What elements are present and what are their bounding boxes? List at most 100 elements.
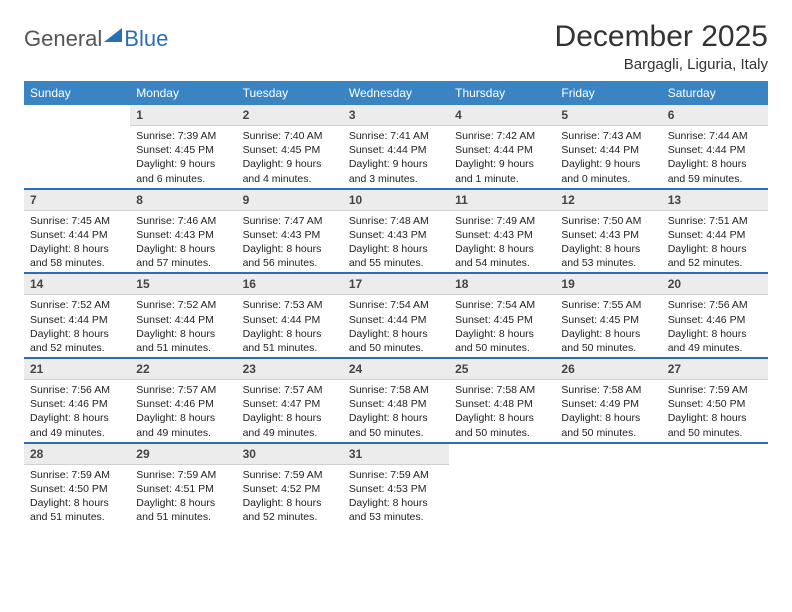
daylight-text: Daylight: 8 hours and 52 minutes. bbox=[243, 496, 337, 524]
day-number: 26 bbox=[555, 359, 661, 380]
daylight-text: Daylight: 8 hours and 51 minutes. bbox=[136, 327, 230, 355]
day-sun-info: Sunrise: 7:55 AMSunset: 4:45 PMDaylight:… bbox=[555, 295, 661, 357]
sunset-text: Sunset: 4:44 PM bbox=[30, 228, 124, 242]
location-label: Bargagli, Liguria, Italy bbox=[555, 56, 768, 73]
daylight-text: Daylight: 9 hours and 1 minute. bbox=[455, 157, 549, 185]
sunrise-text: Sunrise: 7:52 AM bbox=[136, 298, 230, 312]
day-number: 16 bbox=[237, 274, 343, 295]
day-number: 9 bbox=[237, 190, 343, 211]
sunrise-text: Sunrise: 7:48 AM bbox=[349, 214, 443, 228]
day-number: 18 bbox=[449, 274, 555, 295]
day-sun-info: Sunrise: 7:41 AMSunset: 4:44 PMDaylight:… bbox=[343, 126, 449, 188]
calendar-day-cell: 26Sunrise: 7:58 AMSunset: 4:49 PMDayligh… bbox=[555, 358, 661, 442]
sunrise-text: Sunrise: 7:57 AM bbox=[243, 383, 337, 397]
daylight-text: Daylight: 8 hours and 59 minutes. bbox=[668, 157, 762, 185]
sunrise-text: Sunrise: 7:44 AM bbox=[668, 129, 762, 143]
day-sun-info: Sunrise: 7:40 AMSunset: 4:45 PMDaylight:… bbox=[237, 126, 343, 188]
day-number: 19 bbox=[555, 274, 661, 295]
calendar-week-row: 28Sunrise: 7:59 AMSunset: 4:50 PMDayligh… bbox=[24, 443, 768, 527]
sunset-text: Sunset: 4:43 PM bbox=[349, 228, 443, 242]
sunset-text: Sunset: 4:44 PM bbox=[561, 143, 655, 157]
sunrise-text: Sunrise: 7:42 AM bbox=[455, 129, 549, 143]
calendar-day-cell: 19Sunrise: 7:55 AMSunset: 4:45 PMDayligh… bbox=[555, 273, 661, 357]
day-number: 12 bbox=[555, 190, 661, 211]
sunrise-text: Sunrise: 7:59 AM bbox=[243, 468, 337, 482]
day-number: 24 bbox=[343, 359, 449, 380]
daylight-text: Daylight: 8 hours and 51 minutes. bbox=[243, 327, 337, 355]
calendar-day-cell: 1Sunrise: 7:39 AMSunset: 4:45 PMDaylight… bbox=[130, 105, 236, 188]
daylight-text: Daylight: 8 hours and 50 minutes. bbox=[561, 411, 655, 439]
sunrise-text: Sunrise: 7:50 AM bbox=[561, 214, 655, 228]
sunset-text: Sunset: 4:44 PM bbox=[668, 143, 762, 157]
day-number: 17 bbox=[343, 274, 449, 295]
sunset-text: Sunset: 4:44 PM bbox=[243, 313, 337, 327]
sunrise-text: Sunrise: 7:43 AM bbox=[561, 129, 655, 143]
calendar-day-cell: 9Sunrise: 7:47 AMSunset: 4:43 PMDaylight… bbox=[237, 189, 343, 273]
day-number: 2 bbox=[237, 105, 343, 126]
day-sun-info: Sunrise: 7:59 AMSunset: 4:53 PMDaylight:… bbox=[343, 465, 449, 527]
daylight-text: Daylight: 8 hours and 50 minutes. bbox=[455, 327, 549, 355]
calendar-day-cell: 16Sunrise: 7:53 AMSunset: 4:44 PMDayligh… bbox=[237, 273, 343, 357]
daylight-text: Daylight: 8 hours and 52 minutes. bbox=[30, 327, 124, 355]
day-number bbox=[449, 444, 555, 450]
day-number: 28 bbox=[24, 444, 130, 465]
calendar-day-cell: 25Sunrise: 7:58 AMSunset: 4:48 PMDayligh… bbox=[449, 358, 555, 442]
sunrise-text: Sunrise: 7:55 AM bbox=[561, 298, 655, 312]
day-number: 11 bbox=[449, 190, 555, 211]
sunset-text: Sunset: 4:45 PM bbox=[455, 313, 549, 327]
sunset-text: Sunset: 4:49 PM bbox=[561, 397, 655, 411]
daylight-text: Daylight: 9 hours and 6 minutes. bbox=[136, 157, 230, 185]
weekday-header-row: Sunday Monday Tuesday Wednesday Thursday… bbox=[24, 81, 768, 105]
day-sun-info: Sunrise: 7:57 AMSunset: 4:46 PMDaylight:… bbox=[130, 380, 236, 442]
weekday-header: Tuesday bbox=[237, 81, 343, 105]
day-number: 22 bbox=[130, 359, 236, 380]
calendar-day-cell: 4Sunrise: 7:42 AMSunset: 4:44 PMDaylight… bbox=[449, 105, 555, 188]
sunrise-text: Sunrise: 7:59 AM bbox=[349, 468, 443, 482]
calendar-day-cell: 23Sunrise: 7:57 AMSunset: 4:47 PMDayligh… bbox=[237, 358, 343, 442]
day-number: 31 bbox=[343, 444, 449, 465]
sunset-text: Sunset: 4:43 PM bbox=[243, 228, 337, 242]
daylight-text: Daylight: 8 hours and 55 minutes. bbox=[349, 242, 443, 270]
day-number: 21 bbox=[24, 359, 130, 380]
day-sun-info: Sunrise: 7:50 AMSunset: 4:43 PMDaylight:… bbox=[555, 211, 661, 273]
calendar-day-cell: 11Sunrise: 7:49 AMSunset: 4:43 PMDayligh… bbox=[449, 189, 555, 273]
logo-triangle-icon bbox=[104, 28, 122, 42]
calendar-week-row: 21Sunrise: 7:56 AMSunset: 4:46 PMDayligh… bbox=[24, 358, 768, 442]
daylight-text: Daylight: 8 hours and 49 minutes. bbox=[668, 327, 762, 355]
day-number: 29 bbox=[130, 444, 236, 465]
daylight-text: Daylight: 8 hours and 49 minutes. bbox=[243, 411, 337, 439]
sunrise-text: Sunrise: 7:40 AM bbox=[243, 129, 337, 143]
sunrise-text: Sunrise: 7:59 AM bbox=[30, 468, 124, 482]
weekday-header: Thursday bbox=[449, 81, 555, 105]
sunset-text: Sunset: 4:52 PM bbox=[243, 482, 337, 496]
calendar-day-cell: 8Sunrise: 7:46 AMSunset: 4:43 PMDaylight… bbox=[130, 189, 236, 273]
calendar-day-cell: 21Sunrise: 7:56 AMSunset: 4:46 PMDayligh… bbox=[24, 358, 130, 442]
calendar-day-cell: 27Sunrise: 7:59 AMSunset: 4:50 PMDayligh… bbox=[662, 358, 768, 442]
day-number: 27 bbox=[662, 359, 768, 380]
sunset-text: Sunset: 4:43 PM bbox=[136, 228, 230, 242]
sunset-text: Sunset: 4:50 PM bbox=[30, 482, 124, 496]
sunset-text: Sunset: 4:44 PM bbox=[455, 143, 549, 157]
calendar-day-cell: 22Sunrise: 7:57 AMSunset: 4:46 PMDayligh… bbox=[130, 358, 236, 442]
day-sun-info: Sunrise: 7:59 AMSunset: 4:52 PMDaylight:… bbox=[237, 465, 343, 527]
sunset-text: Sunset: 4:44 PM bbox=[136, 313, 230, 327]
day-sun-info: Sunrise: 7:48 AMSunset: 4:43 PMDaylight:… bbox=[343, 211, 449, 273]
sunrise-text: Sunrise: 7:49 AM bbox=[455, 214, 549, 228]
sunrise-text: Sunrise: 7:58 AM bbox=[349, 383, 443, 397]
daylight-text: Daylight: 8 hours and 53 minutes. bbox=[561, 242, 655, 270]
day-sun-info: Sunrise: 7:59 AMSunset: 4:51 PMDaylight:… bbox=[130, 465, 236, 527]
sunset-text: Sunset: 4:48 PM bbox=[349, 397, 443, 411]
sunset-text: Sunset: 4:45 PM bbox=[561, 313, 655, 327]
day-number: 10 bbox=[343, 190, 449, 211]
daylight-text: Daylight: 8 hours and 53 minutes. bbox=[349, 496, 443, 524]
daylight-text: Daylight: 8 hours and 54 minutes. bbox=[455, 242, 549, 270]
logo: General Blue bbox=[24, 26, 168, 52]
day-number: 13 bbox=[662, 190, 768, 211]
sunset-text: Sunset: 4:44 PM bbox=[349, 143, 443, 157]
daylight-text: Daylight: 8 hours and 58 minutes. bbox=[30, 242, 124, 270]
day-sun-info: Sunrise: 7:53 AMSunset: 4:44 PMDaylight:… bbox=[237, 295, 343, 357]
calendar-day-cell: 3Sunrise: 7:41 AMSunset: 4:44 PMDaylight… bbox=[343, 105, 449, 188]
day-sun-info: Sunrise: 7:58 AMSunset: 4:48 PMDaylight:… bbox=[449, 380, 555, 442]
calendar-day-cell: 18Sunrise: 7:54 AMSunset: 4:45 PMDayligh… bbox=[449, 273, 555, 357]
sunset-text: Sunset: 4:53 PM bbox=[349, 482, 443, 496]
